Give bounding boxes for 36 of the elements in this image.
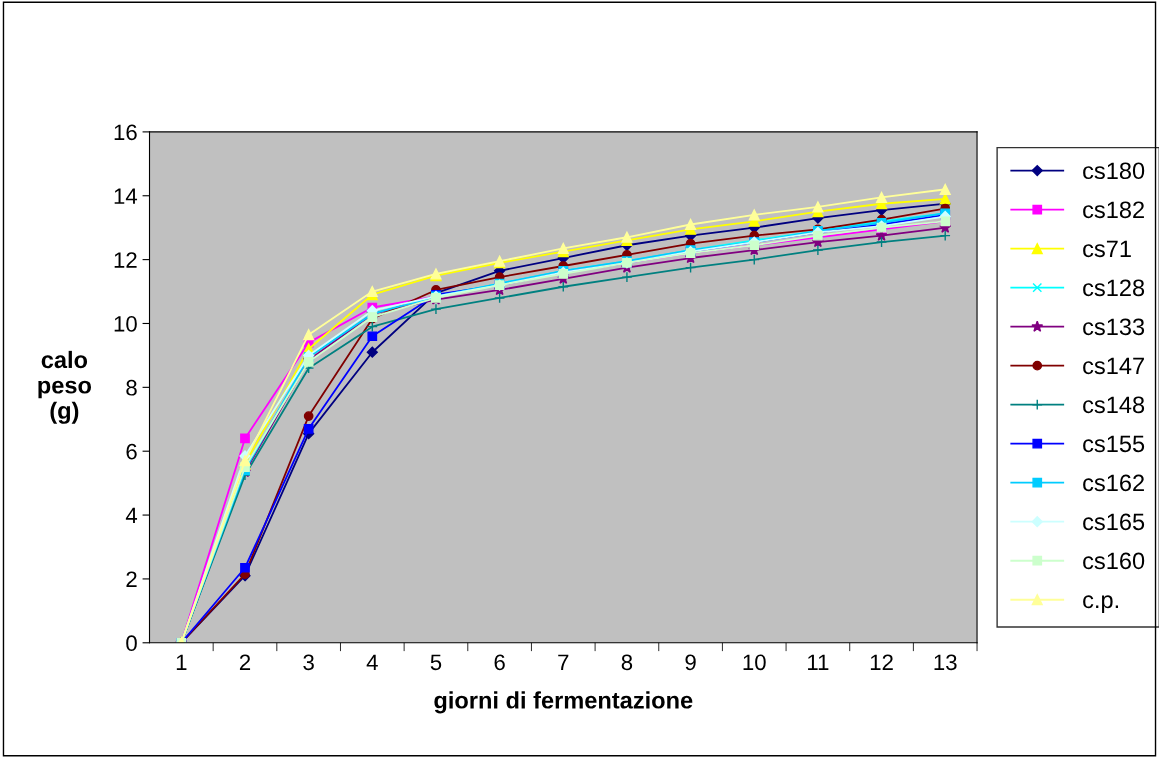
y-tick-label: 2: [126, 571, 137, 587]
x-tick-label: 1: [176, 654, 187, 670]
y-tick-label: 4: [125, 507, 138, 524]
x-axis-title: giorni di fermentazione: [434, 691, 693, 714]
legend-label: cs182: [1083, 201, 1144, 219]
legend-label: cs133: [1083, 318, 1145, 336]
x-tick-label: 6: [494, 654, 505, 671]
x-tick-label: 3: [303, 654, 314, 671]
x-tick-label: 13: [934, 654, 957, 671]
legend-label: cs128: [1083, 279, 1145, 297]
y-axis-title: calo peso (g): [38, 350, 92, 424]
legend-label: cs147: [1083, 357, 1144, 375]
y-tick-label: 14: [114, 188, 138, 204]
x-tick-label: 11: [808, 654, 829, 670]
legend-label: cs165: [1083, 513, 1145, 531]
x-tick-label: 9: [685, 654, 696, 671]
legend-label: cs155: [1083, 435, 1145, 453]
legend-label: cs148: [1083, 396, 1145, 414]
y-tick-label: 16: [114, 124, 137, 141]
legend-label: c.p.: [1083, 595, 1119, 613]
x-tick-label: 2: [239, 654, 251, 670]
y-tick-label: 8: [126, 379, 137, 396]
legend-label: cs162: [1083, 474, 1144, 492]
y-tick-label: 6: [126, 443, 137, 460]
x-tick-label: 12: [870, 654, 893, 670]
y-tick-label: 10: [114, 316, 137, 332]
legend-label: cs180: [1083, 162, 1145, 180]
x-tick-label: 10: [743, 654, 766, 671]
y-tick-label: 12: [114, 252, 137, 268]
legend-label: cs160: [1083, 552, 1145, 570]
x-tick-label: 7: [558, 654, 569, 670]
legend-label: cs71: [1083, 240, 1131, 258]
y-tick-label: 0: [126, 635, 137, 652]
x-tick-label: 4: [366, 654, 378, 670]
x-tick-label: 5: [430, 654, 442, 671]
x-tick-label: 8: [621, 654, 633, 671]
